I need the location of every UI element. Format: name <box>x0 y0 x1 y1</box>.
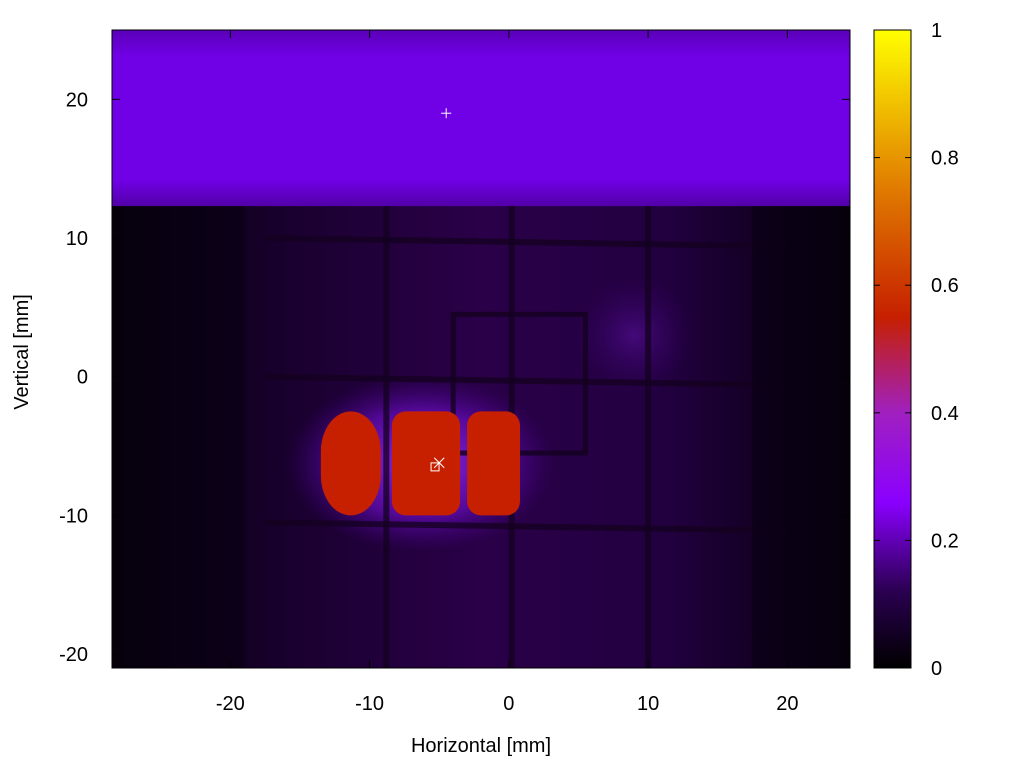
hot-spot-segment <box>391 411 461 516</box>
grid-shadow-lines <box>112 206 850 668</box>
hot-spot-segment <box>467 411 520 516</box>
colorbar-tick-label: 0.4 <box>931 403 959 425</box>
plot-frame <box>111 29 851 669</box>
colorbar-tick-label: 0.8 <box>931 148 959 170</box>
colorbar-tick-label: 0 <box>931 658 942 680</box>
y-tick-label: 0 <box>77 367 88 389</box>
axis-ticks <box>112 30 850 668</box>
heatmap-plot-area <box>112 30 850 668</box>
y-tick-label: -20 <box>59 644 88 666</box>
colorbar <box>873 29 912 669</box>
y-tick-label: 10 <box>66 228 88 250</box>
x-tick-label: 20 <box>776 693 798 715</box>
hot-spot-region <box>320 411 520 516</box>
y-tick-label: 20 <box>66 89 88 111</box>
heatmap-top-band <box>112 30 850 207</box>
grid-shadow-horizontal <box>265 373 788 389</box>
y-axis-label: Vertical [mm] <box>11 294 33 410</box>
colorbar-ticks: 0 0.2 0.4 0.6 0.8 1 <box>874 20 959 680</box>
edge-shadow-right <box>752 206 850 668</box>
plot-markers <box>430 108 452 472</box>
grid-shadow-horizontal <box>265 519 788 534</box>
x-axis-label: Horizontal [mm] <box>411 735 551 757</box>
y-tick-label: -10 <box>59 505 88 527</box>
x-tick-label: -20 <box>216 693 245 715</box>
grid-shadow-horizontal <box>265 235 788 250</box>
plus-marker <box>441 108 452 119</box>
x-tick-label: -10 <box>355 693 384 715</box>
colorbar-tick-label: 0.2 <box>931 530 959 552</box>
square-marker <box>430 462 440 472</box>
edge-shadow-left <box>112 206 245 668</box>
x-tick-labels: -20 -10 0 10 20 <box>216 693 799 715</box>
dim-glow-region <box>574 275 695 396</box>
x-tick-label: 0 <box>503 693 514 715</box>
colorbar-tick-label: 1 <box>931 20 942 42</box>
colorbar-tick-label: 0.6 <box>931 275 959 297</box>
hot-spot-segment <box>320 411 381 516</box>
y-tick-labels: -20 -10 0 10 20 <box>59 89 88 666</box>
x-tick-label: 10 <box>637 693 659 715</box>
